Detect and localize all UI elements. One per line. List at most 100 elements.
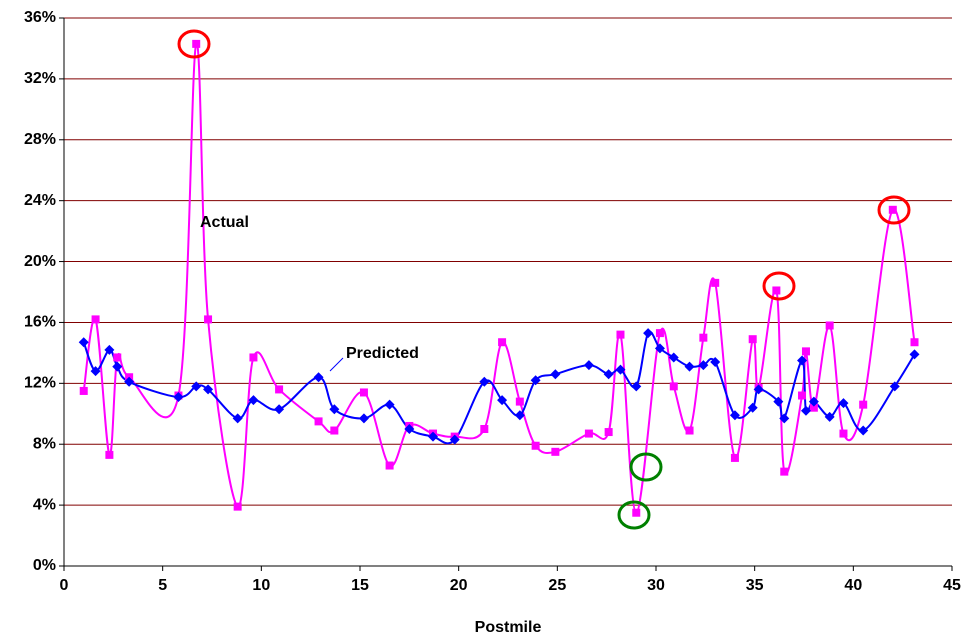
y-tick-label: 32% xyxy=(24,70,56,87)
highlight-circle xyxy=(617,500,651,530)
marker xyxy=(684,361,695,372)
marker xyxy=(78,337,89,348)
annotation: Actual xyxy=(200,214,249,231)
x-tick-label: 20 xyxy=(450,577,468,594)
highlight-circle xyxy=(177,29,211,59)
marker xyxy=(809,403,818,412)
marker xyxy=(359,388,368,397)
x-tick-label: 40 xyxy=(844,577,862,594)
marker xyxy=(497,395,508,406)
marker xyxy=(888,205,897,214)
marker xyxy=(329,404,340,415)
annotation: Predicted xyxy=(346,345,419,362)
marker xyxy=(232,413,243,424)
marker xyxy=(113,353,122,362)
x-tick-label: 25 xyxy=(548,577,566,594)
marker xyxy=(479,376,490,387)
marker xyxy=(801,347,810,356)
marker xyxy=(889,381,900,392)
marker xyxy=(404,424,415,434)
y-tick-label: 12% xyxy=(24,375,56,392)
x-tick-label: 35 xyxy=(746,577,764,594)
marker xyxy=(798,391,807,400)
marker xyxy=(275,385,284,394)
marker xyxy=(839,429,848,438)
marker xyxy=(780,467,789,476)
marker xyxy=(514,410,525,421)
marker xyxy=(105,450,114,459)
marker xyxy=(729,410,740,421)
marker xyxy=(274,404,285,415)
marker xyxy=(449,434,460,445)
marker xyxy=(699,333,708,342)
marker xyxy=(79,386,88,395)
marker xyxy=(583,360,594,371)
marker xyxy=(173,392,184,403)
marker xyxy=(800,405,811,416)
marker xyxy=(603,369,614,380)
marker xyxy=(358,413,369,424)
highlight-circle xyxy=(629,452,663,482)
marker xyxy=(632,508,641,517)
marker xyxy=(384,399,395,410)
marker xyxy=(824,411,835,422)
marker xyxy=(668,352,679,363)
marker xyxy=(428,431,439,442)
marker xyxy=(498,338,507,347)
marker xyxy=(550,369,561,380)
lines xyxy=(78,39,920,517)
y-tick-label: 36% xyxy=(24,9,56,26)
series-line xyxy=(82,42,916,514)
annotation-leader xyxy=(329,357,344,372)
marker xyxy=(104,344,115,355)
marker xyxy=(515,397,524,406)
marker xyxy=(655,329,664,338)
marker xyxy=(314,417,323,426)
marker xyxy=(748,335,757,344)
marker xyxy=(710,357,721,368)
marker xyxy=(631,381,642,392)
marker xyxy=(531,441,540,450)
x-tick-label: 10 xyxy=(252,577,270,594)
marker xyxy=(616,330,625,339)
marker xyxy=(910,338,919,347)
marker xyxy=(91,315,100,324)
marker xyxy=(385,461,394,470)
marker xyxy=(584,429,593,438)
marker xyxy=(330,426,339,435)
highlight-circle xyxy=(762,271,796,301)
y-tick-label: 16% xyxy=(24,314,56,331)
x-tick-label: 5 xyxy=(158,577,167,594)
marker xyxy=(233,502,242,511)
x-tick-label: 0 xyxy=(60,577,69,594)
marker xyxy=(747,402,758,413)
highlight-circle xyxy=(877,195,911,225)
marker xyxy=(204,315,213,324)
marker xyxy=(530,375,541,386)
marker xyxy=(191,381,202,392)
marker xyxy=(654,343,665,354)
marker xyxy=(192,39,201,48)
marker xyxy=(779,413,790,424)
y-tick-label: 20% xyxy=(24,253,56,270)
marker xyxy=(698,360,709,371)
marker xyxy=(753,384,764,395)
marker xyxy=(858,425,869,436)
marker xyxy=(909,349,920,360)
x-tick-label: 15 xyxy=(351,577,369,594)
marker xyxy=(551,447,560,456)
marker xyxy=(838,398,849,409)
y-tick-label: 8% xyxy=(33,435,56,452)
marker xyxy=(604,428,613,437)
x-tick-label: 45 xyxy=(943,577,961,594)
marker xyxy=(808,396,819,407)
marker xyxy=(615,364,626,375)
marker xyxy=(859,400,868,409)
marker xyxy=(480,425,489,433)
marker xyxy=(249,353,258,362)
marker xyxy=(797,355,808,366)
y-tick-label: 24% xyxy=(24,192,56,209)
marker xyxy=(711,278,720,287)
y-tick-label: 0% xyxy=(33,557,56,574)
